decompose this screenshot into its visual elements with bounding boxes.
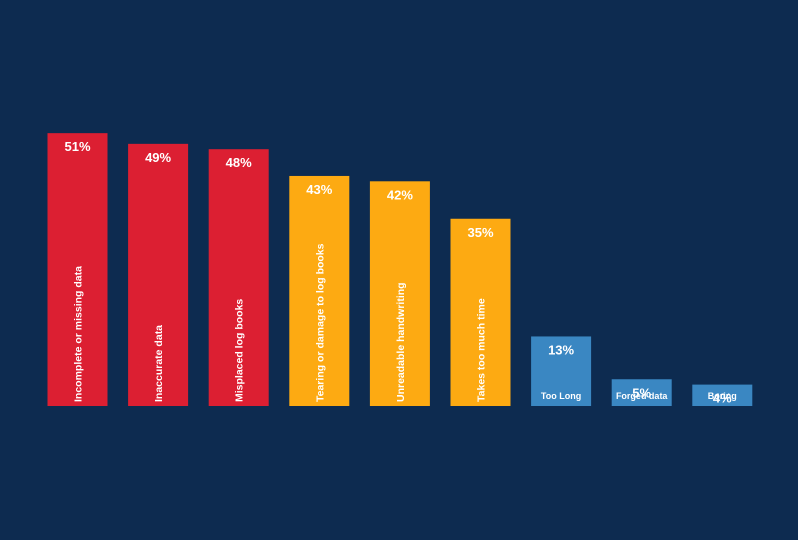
category-label: Takes too much time — [476, 298, 488, 402]
bar-group-forged-data: 5%Forged data — [611, 379, 672, 406]
bar-too-long — [531, 336, 592, 406]
bar-tearing-or-damage-to-log-books — [289, 175, 350, 406]
bar-forged-data — [611, 379, 672, 406]
value-label: 42% — [387, 187, 413, 202]
value-label: 49% — [145, 150, 171, 165]
category-label: Inaccurate data — [153, 325, 165, 402]
category-label: Tearing or damage to log books — [314, 243, 326, 402]
bar-group-incomplete-or-missing-data: 51% Incomplete or missing data — [47, 133, 108, 406]
category-label: Incomplete or missing data — [73, 266, 85, 402]
category-label: Unreadable handwriting — [395, 282, 407, 402]
bar-group-takes-too-much-time: 35% Takes too much time — [450, 218, 511, 406]
bar-group-too-long: 13% Too Long — [531, 336, 592, 406]
category-label: Too Long — [541, 391, 581, 401]
bar-inaccurate-data — [128, 143, 189, 406]
category-label: Boring — [708, 391, 737, 401]
value-label: 13% — [548, 342, 574, 357]
value-label: 48% — [226, 155, 252, 170]
bar-misplaced-log-books — [208, 149, 269, 406]
bar-group-tearing-or-damage-to-log-books: 43% Tearing or damage to log books — [289, 175, 350, 406]
bar-unreadable-handwriting — [369, 181, 430, 406]
value-label: 51% — [64, 139, 90, 154]
category-label: Forged data — [616, 391, 668, 401]
value-label: 43% — [306, 182, 332, 197]
category-label: Misplaced log books — [234, 299, 246, 402]
bar-group-misplaced-log-books: 48% Misplaced log books — [208, 149, 269, 406]
bar-group-inaccurate-data: 49% Inaccurate data — [128, 143, 189, 406]
value-label: 35% — [467, 225, 493, 240]
bar-takes-too-much-time — [450, 218, 511, 406]
bar-group-unreadable-handwriting: 42% Unreadable handwriting — [369, 181, 430, 406]
value-label: 4% — [713, 391, 732, 406]
bar-incomplete-or-missing-data — [47, 133, 108, 406]
bar-boring — [692, 384, 753, 406]
bar-group-boring: 4%Boring — [692, 384, 753, 406]
value-label: 5% — [632, 385, 651, 400]
